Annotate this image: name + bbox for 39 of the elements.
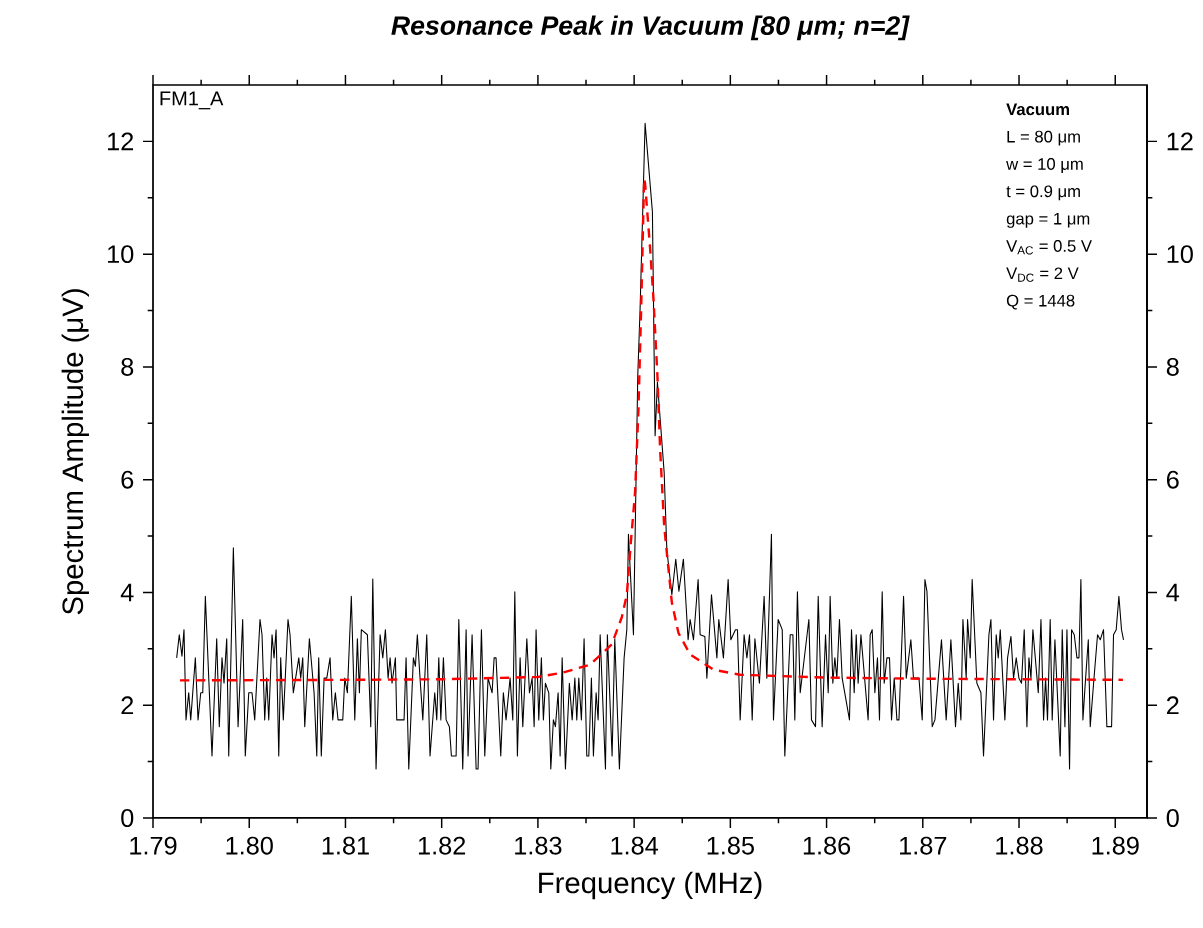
y2-tick-label: 8: [1166, 357, 1179, 376]
y-tick-label: 6: [121, 470, 134, 489]
y2-tick-label: 12: [1167, 132, 1193, 151]
annotation: FM1_A: [160, 91, 224, 110]
x-tick-label: 1.82: [418, 836, 466, 855]
x-tick-label: 1.80: [226, 836, 273, 855]
x-tick-label: 1.87: [900, 836, 947, 855]
annotation: w = 10 μm: [1006, 158, 1083, 173]
y2-tick-label: 2: [1167, 696, 1179, 715]
annotation: Vacuum: [1006, 103, 1069, 116]
line-series: [178, 177, 1125, 682]
y-tick-label: 8: [121, 357, 134, 376]
annotation: V$_{AC}$ = 0.5 V: [1006, 240, 1092, 255]
x-tick-label: 1.86: [803, 836, 851, 855]
y-tick-label: 0: [121, 809, 134, 827]
y2-tick-label: 6: [1167, 470, 1179, 489]
y-tick-label: 4: [120, 583, 134, 602]
y-tick-label: 2: [121, 696, 134, 715]
x-tick-label: 1.89: [1092, 836, 1139, 855]
annotation: gap = 1 μm: [1006, 212, 1090, 228]
annotation: t = 0.9 μm: [1006, 185, 1080, 201]
x-tick-label: 1.79: [130, 836, 177, 855]
y-axis-title: Spectrum Amplitude (μV): [61, 289, 89, 615]
annotation: V$_{DC}$ = 2 V: [1006, 267, 1079, 282]
y-tick-label: 12: [108, 132, 134, 151]
annotation: Q = 1448: [1006, 294, 1075, 310]
y2-tick-label: 10: [1167, 245, 1193, 264]
x-tick-label: 1.88: [996, 836, 1043, 855]
chart-title: Resonance Peak in Vacuum [80 μm; n=2]: [391, 15, 910, 41]
x-tick-label: 1.83: [515, 836, 562, 855]
y2-tick-label: 0: [1166, 809, 1179, 827]
y-tick-label: 10: [108, 245, 134, 264]
y2-tick-label: 4: [1166, 583, 1180, 602]
x-tick-label: 1.85: [707, 836, 754, 855]
x-tick-label: 1.84: [611, 836, 659, 855]
x-tick-label: 1.81: [322, 836, 369, 855]
line-series: [176, 122, 1125, 770]
annotation: L = 80 μm: [1007, 130, 1080, 146]
x-axis-title: Frequency (MHz): [539, 871, 762, 900]
